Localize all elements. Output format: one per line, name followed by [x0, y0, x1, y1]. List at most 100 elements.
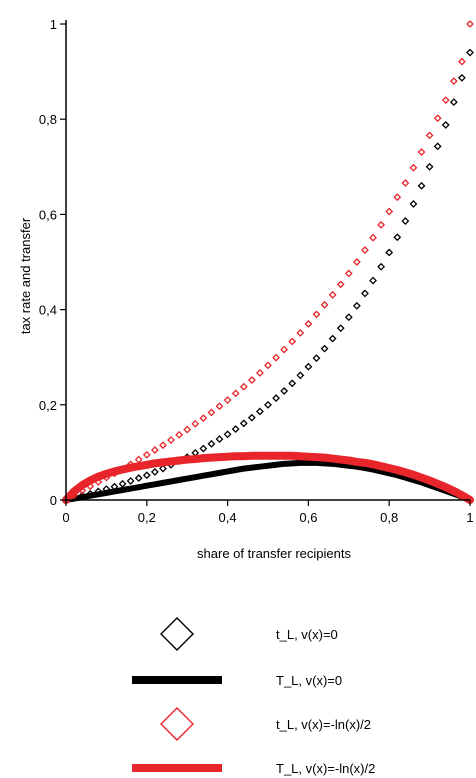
x-tick-label: 0	[62, 510, 69, 525]
x-axis-title: share of transfer recipients	[197, 546, 351, 561]
data-point	[377, 262, 386, 271]
data-point	[312, 310, 321, 319]
legend-label: t_L, v(x)=-ln(x)/2	[276, 717, 371, 732]
data-point	[183, 425, 192, 434]
data-point	[312, 354, 321, 363]
data-point	[272, 353, 280, 362]
data-point	[449, 77, 458, 86]
data-point	[134, 455, 143, 464]
data-point	[288, 337, 297, 346]
data-point	[361, 289, 369, 298]
data-point	[239, 419, 248, 428]
y-tick-label: 1	[50, 17, 57, 32]
data-point	[247, 413, 256, 422]
data-point	[159, 464, 167, 473]
y-axis-title: tax rate and transfer	[18, 217, 33, 334]
data-point	[231, 389, 240, 398]
data-point	[458, 57, 466, 66]
data-point	[223, 430, 232, 439]
data-point	[150, 467, 159, 476]
data-point	[304, 319, 313, 328]
data-point	[441, 96, 450, 105]
data-point	[256, 407, 264, 416]
legend-label: T_L, v(x)=-ln(x)/2	[276, 761, 375, 776]
data-point	[352, 258, 361, 266]
data-point	[256, 368, 264, 377]
data-point	[449, 98, 458, 106]
data-point	[304, 362, 313, 371]
data-point	[417, 181, 426, 190]
y-tick-label: 0,4	[39, 303, 57, 318]
data-point	[264, 361, 272, 370]
series-line	[62, 451, 474, 504]
x-tick-label: 0,6	[299, 510, 317, 525]
y-tick-label: 0	[50, 493, 57, 508]
x-tick-label: 1	[466, 510, 473, 525]
y-ticks: 0 0,2 0,4 0,6 0,8 1	[39, 17, 66, 508]
data-point	[377, 220, 386, 229]
data-point	[199, 444, 208, 453]
data-point	[336, 280, 345, 289]
series-1	[63, 459, 473, 503]
data-point	[159, 441, 167, 450]
data-point	[425, 162, 434, 171]
data-point	[280, 387, 289, 395]
series-0	[62, 48, 474, 504]
data-point	[296, 371, 305, 380]
series-2	[62, 20, 474, 504]
data-point	[417, 148, 426, 156]
data-point	[352, 301, 361, 310]
data-point	[272, 394, 280, 403]
x-ticks: 0 0,2 0,4 0,6 0,8 1	[62, 500, 474, 525]
x-tick-label: 0,8	[380, 510, 398, 525]
data-point	[231, 425, 240, 433]
data-point	[280, 345, 289, 354]
data-point	[385, 248, 394, 257]
data-point	[288, 379, 297, 388]
axes: 0 0,2 0,4 0,6 0,8 1 0 0,2 0,4 0,6 0,8 1 share of t…	[18, 17, 474, 561]
data-point	[344, 269, 353, 278]
series-line	[63, 459, 473, 503]
data-point	[433, 142, 442, 151]
data-point	[320, 300, 329, 309]
data-point	[320, 344, 329, 353]
data-point	[344, 313, 353, 322]
data-point	[215, 402, 224, 411]
data-point	[150, 446, 159, 454]
legend-label: t_L, v(x)=0	[276, 627, 338, 642]
data-point	[199, 414, 208, 423]
data-point	[409, 200, 418, 208]
legend: t_L, v(x)=0 T_L, v(x)=0 t_L, v(x)=-ln(x)/2…	[132, 617, 375, 776]
legend-diamond-icon	[160, 707, 194, 741]
data-point	[425, 131, 434, 140]
data-point	[441, 120, 450, 129]
data-point	[142, 450, 151, 459]
data-point	[175, 430, 184, 439]
data-point	[385, 207, 394, 216]
data-point	[458, 73, 466, 82]
data-point	[126, 477, 135, 485]
data-point	[215, 435, 224, 443]
data-point	[296, 329, 305, 337]
y-tick-label: 0,6	[39, 207, 57, 222]
data-point	[466, 48, 474, 57]
legend-label: T_L, v(x)=0	[276, 673, 342, 688]
data-point	[369, 276, 377, 285]
data-point	[223, 396, 232, 404]
data-point	[401, 217, 410, 225]
data-point	[369, 233, 377, 242]
data-point	[134, 474, 143, 483]
legend-diamond-icon	[160, 617, 194, 651]
data-point	[167, 436, 175, 444]
data-point	[401, 179, 410, 187]
data-point	[393, 193, 402, 202]
data-point	[264, 400, 272, 409]
y-tick-label: 0,2	[39, 398, 57, 413]
data-point	[247, 376, 256, 384]
x-tick-label: 0,2	[138, 510, 156, 525]
x-tick-label: 0,4	[219, 510, 237, 525]
plot-area	[62, 20, 474, 504]
data-point	[336, 324, 345, 333]
data-point	[142, 471, 151, 480]
